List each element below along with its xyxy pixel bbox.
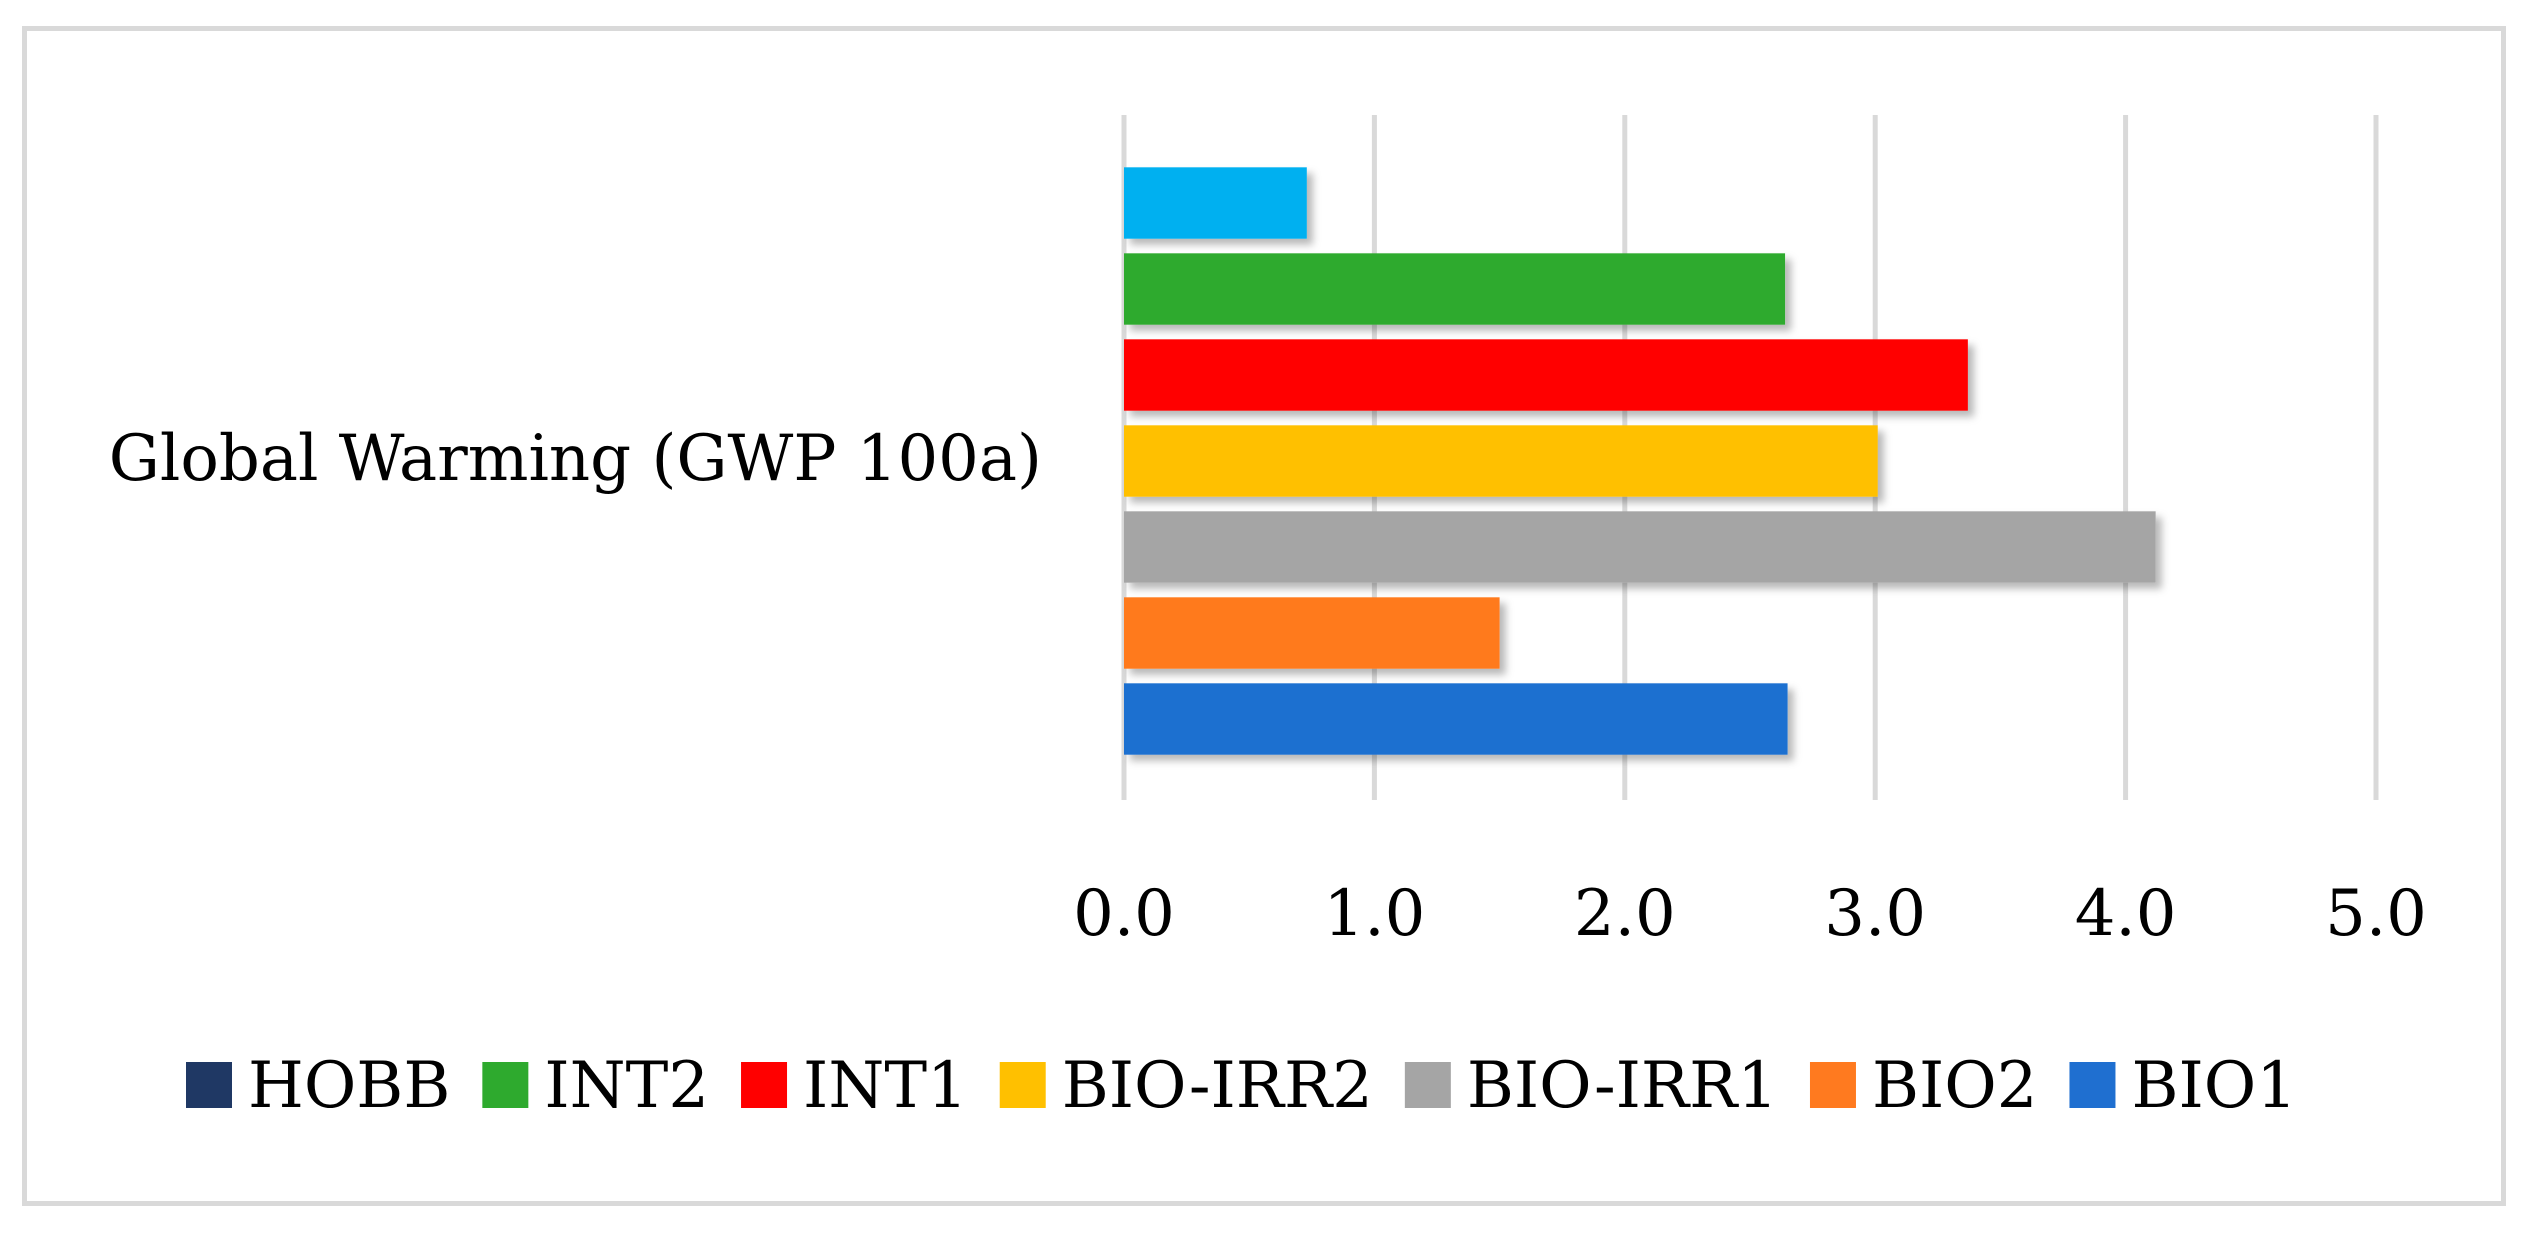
legend-label-bio-irr1: BIO-IRR1 [1467,1049,1778,1123]
legend-swatch-bio-irr1 [1404,1062,1451,1108]
bar-bio1 [1124,683,1788,755]
legend-label-int1: INT1 [803,1049,968,1123]
x-tick-label: 3.0 [1824,877,1926,951]
bar-bio2 [1124,597,1500,669]
legend-swatch-bio1 [2069,1062,2116,1108]
legend-label-bio1: BIO1 [2131,1049,2297,1123]
legend-swatch-int2 [482,1062,529,1108]
legend-swatch-hobb [186,1062,232,1108]
legend-label-bio2: BIO2 [1872,1049,2038,1123]
x-tick-label: 0.0 [1073,877,1175,951]
bar-bio-irr2 [1124,425,1878,497]
x-tick-label: 1.0 [1324,877,1426,951]
bar-int2 [1124,253,1786,325]
bars [1124,167,2156,755]
legend-label-int2: INT2 [544,1049,709,1123]
bar-bio-irr1 [1124,511,2156,583]
bar-int1 [1124,339,1968,411]
category-label: Global Warming (GWP 100a) [109,422,1042,496]
legend-swatch-bio-irr2 [999,1062,1046,1108]
legend-swatch-bio2 [1809,1062,1856,1108]
bar-hobb [1124,167,1307,239]
axes: 0.0 1.0 2.0 3.0 4.0 5.0 Global Warming (GWP 10… [109,422,2427,951]
x-tick-label: 5.0 [2325,877,2427,951]
legend-swatch-int1 [741,1062,788,1108]
x-tick-label: 4.0 [2075,877,2177,951]
legend: HOBB INT2 INT1 BIO-IRR2 BIO-IRR1 BIO2 BIO1 [186,1049,2297,1123]
legend-label-bio-irr2: BIO-IRR2 [1062,1049,1373,1123]
x-tick-label: 2.0 [1574,877,1676,951]
legend-label-hobb: HOBB [248,1049,450,1123]
